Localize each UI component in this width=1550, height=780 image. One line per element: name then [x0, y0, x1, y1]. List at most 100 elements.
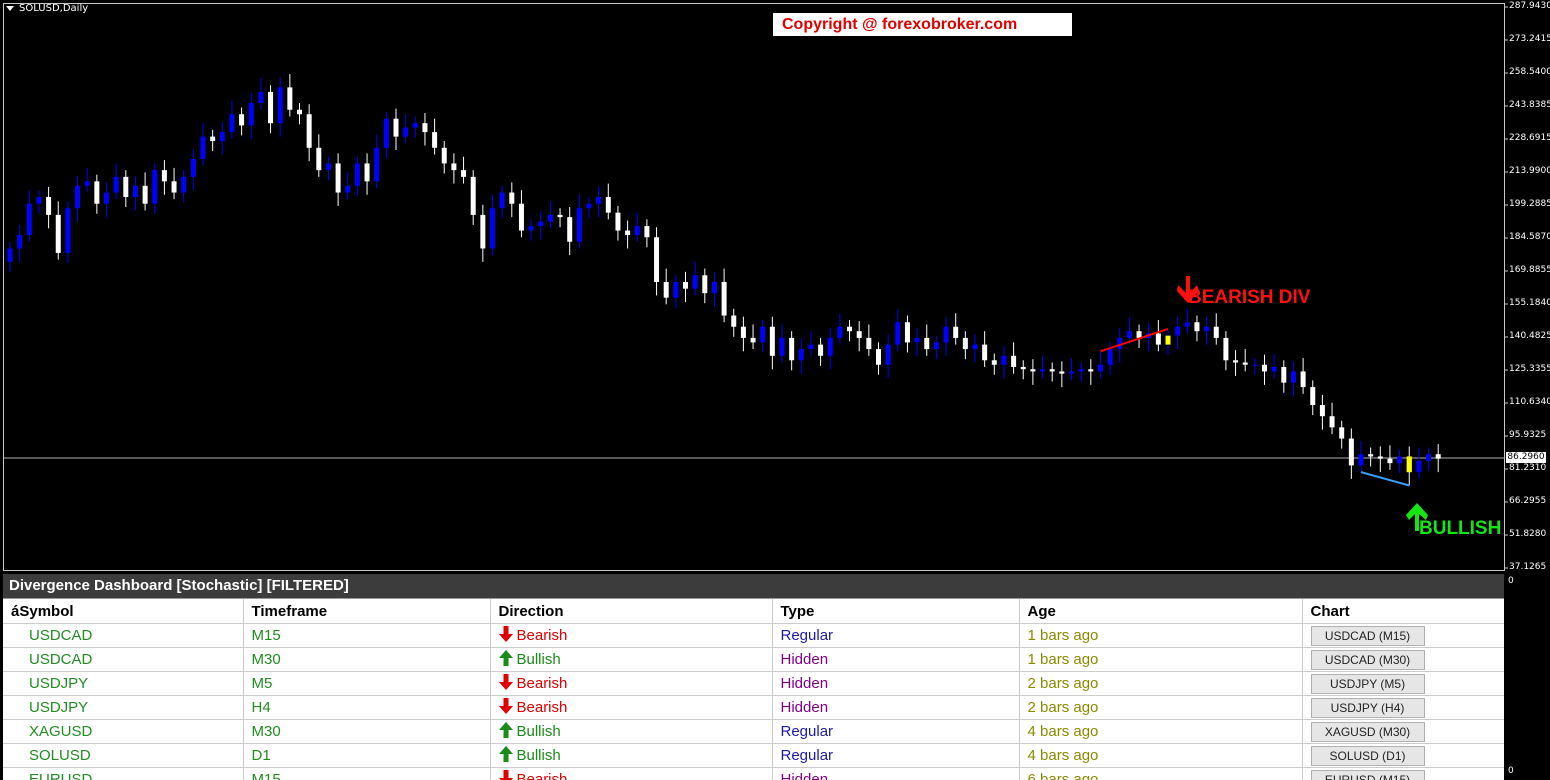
- open-chart-button[interactable]: USDCAD (M30): [1310, 649, 1425, 670]
- candle-body: [760, 326, 766, 343]
- candle-body: [1011, 355, 1017, 367]
- candle-body: [403, 127, 409, 137]
- candle-body: [46, 196, 52, 215]
- open-chart-button[interactable]: USDCAD (M15): [1310, 625, 1425, 646]
- candle-body: [818, 344, 824, 356]
- candle-body: [1069, 371, 1074, 374]
- candle-body: [856, 331, 862, 338]
- candle-body: [316, 147, 322, 171]
- candle-body: [94, 181, 100, 204]
- bullish-arrow-icon: [1406, 503, 1428, 531]
- candle-body: [55, 214, 61, 253]
- candle-body: [1271, 366, 1277, 372]
- candle-body: [518, 203, 524, 231]
- table-row: EURUSD M15 Bearish Hidden 6 bars ago EURUSD (…: [3, 767, 1504, 780]
- candle-body: [1213, 326, 1219, 338]
- arrow-up-icon: [498, 745, 513, 766]
- candle-body: [258, 91, 264, 104]
- direction-text: Bullish: [516, 722, 561, 740]
- highlight-candle: [1165, 335, 1171, 345]
- candle-body: [1339, 427, 1345, 439]
- symbol-cell: USDJPY: [3, 695, 244, 720]
- candle-body: [1262, 364, 1267, 372]
- direction-text: Bullish: [516, 650, 561, 668]
- candle-body: [142, 185, 148, 204]
- price-tick-label: 81.2310: [1509, 463, 1547, 473]
- candle-body: [663, 281, 669, 298]
- candle-body: [866, 337, 872, 350]
- candle-body: [972, 344, 978, 350]
- candle-body: [412, 123, 418, 128]
- column-header-type[interactable]: Type: [772, 599, 1020, 624]
- price-tick-label: 51.8280: [1509, 529, 1547, 539]
- candle-body: [1310, 387, 1316, 406]
- candle-body: [634, 226, 640, 236]
- column-header-chart[interactable]: Chart: [1302, 599, 1504, 624]
- candle-body: [769, 326, 775, 356]
- price-tick-label: 243.8385: [1509, 100, 1550, 110]
- open-chart-button[interactable]: EURUSD (M15): [1310, 769, 1425, 780]
- price-tick-label: 184.5870: [1509, 232, 1550, 242]
- candle-body: [1040, 369, 1046, 372]
- candle-body: [297, 109, 302, 115]
- candle-body: [528, 226, 534, 231]
- candle-body: [470, 176, 476, 215]
- column-header-direction[interactable]: Direction: [490, 599, 773, 624]
- candle-body: [1204, 326, 1210, 332]
- candle-body: [171, 181, 177, 193]
- arrow-up-icon: [498, 721, 513, 742]
- column-header-age[interactable]: Age: [1019, 599, 1303, 624]
- candle-body: [1426, 454, 1432, 461]
- bearish-divergence-line: [1100, 328, 1169, 353]
- chart-title: SOLUSD,Daily: [6, 3, 88, 14]
- arrow-up-icon: [498, 649, 513, 670]
- candle-body: [721, 281, 727, 316]
- symbol-cell: USDCAD: [3, 623, 244, 648]
- open-chart-button[interactable]: USDJPY (H4): [1310, 697, 1425, 718]
- open-chart-button[interactable]: SOLUSD (D1): [1310, 745, 1425, 766]
- candle-body: [451, 163, 457, 171]
- direction-text: Bearish: [516, 698, 568, 716]
- candle-body: [393, 118, 399, 137]
- price-tick-label: 287.9430: [1509, 1, 1550, 11]
- candle-body: [123, 176, 129, 197]
- timeframe-cell: M15: [243, 623, 491, 648]
- timeframe-cell: M30: [243, 719, 491, 744]
- candle-body: [113, 176, 119, 193]
- candle-body: [837, 326, 843, 338]
- age-cell: 2 bars ago: [1019, 695, 1303, 720]
- direction-text: Bearish: [516, 626, 568, 644]
- dropdown-triangle-icon[interactable]: [6, 5, 14, 11]
- candle-body: [219, 132, 225, 142]
- candle-body: [325, 163, 331, 171]
- subwindow-scale-bottom: 0: [1508, 766, 1514, 776]
- arrow-down-icon: [498, 673, 513, 694]
- age-cell: 4 bars ago: [1019, 743, 1303, 768]
- candle-body: [962, 337, 968, 350]
- candle-body: [1368, 454, 1374, 457]
- open-chart-button[interactable]: USDJPY (M5): [1310, 673, 1425, 694]
- column-header-symbol[interactable]: áSymbol: [3, 599, 244, 624]
- candle-body: [190, 158, 196, 177]
- price-tick-label: 273.2415: [1509, 34, 1550, 44]
- price-tick-label: 37.1265: [1509, 562, 1547, 572]
- candle-body: [509, 192, 515, 204]
- candle-body: [499, 192, 505, 209]
- price-chart[interactable]: SOLUSD,Daily Copyright @ forexobroker.co…: [0, 0, 1550, 586]
- type-cell: Regular: [772, 719, 1020, 744]
- open-chart-button[interactable]: XAGUSD (M30): [1310, 721, 1425, 742]
- table-row: SOLUSD D1 Bullish Regular 4 bars ago SOLUSD (…: [3, 743, 1504, 768]
- price-tick-label: 140.4825: [1509, 331, 1550, 341]
- candle-body: [422, 123, 428, 133]
- copyright-label: Copyright @ forexobroker.com: [773, 13, 1072, 36]
- column-header-timeframe[interactable]: Timeframe: [243, 599, 491, 624]
- direction-cell: Bearish: [490, 695, 773, 720]
- candle-body: [750, 337, 756, 343]
- candle-body: [1155, 333, 1161, 345]
- type-cell: Hidden: [772, 671, 1020, 696]
- candle-body: [1300, 371, 1306, 388]
- arrow-down-icon: [498, 769, 513, 780]
- symbol-cell: SOLUSD: [3, 743, 244, 768]
- dashboard-title: Divergence Dashboard [Stochastic] [FILTE…: [3, 574, 1504, 599]
- chart-cell: XAGUSD (M30): [1302, 719, 1504, 744]
